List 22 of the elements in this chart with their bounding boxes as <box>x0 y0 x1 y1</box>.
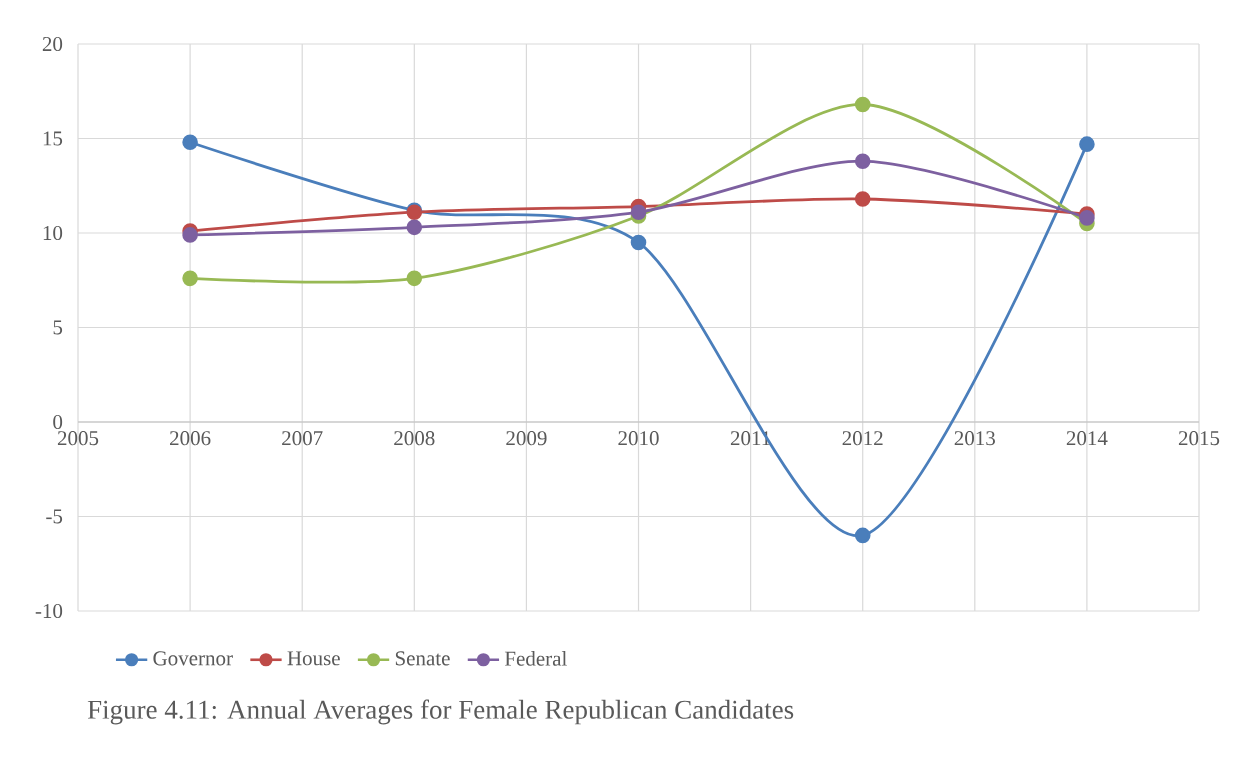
y-tick-label: -10 <box>35 603 63 619</box>
y-tick-label: -5 <box>46 509 63 524</box>
x-tick-label: 2008 <box>394 431 435 446</box>
y-tick-label: 10 <box>43 225 63 241</box>
x-tick-label: 2005 <box>57 431 99 446</box>
legend-label: Federal <box>504 650 567 666</box>
legend-label: House <box>287 651 340 666</box>
x-tick-label: 2010 <box>618 431 659 446</box>
y-tick-label: 0 <box>53 414 63 430</box>
x-tick-label: 2014 <box>1066 431 1108 446</box>
x-tick-label: 2007 <box>282 431 323 446</box>
x-tick-label: 2009 <box>506 431 547 446</box>
x-tick-label: 2006 <box>170 431 211 446</box>
y-tick-label: 15 <box>43 131 63 146</box>
x-tick-label: 2013 <box>954 431 995 446</box>
legend-label: Governor <box>153 651 233 666</box>
x-tick-label: 2015 <box>1178 431 1220 446</box>
y-tick-label: 5 <box>53 320 63 335</box>
y-tick-label: 20 <box>42 36 63 52</box>
legend-label: Senate <box>395 651 450 666</box>
x-tick-label: 2012 <box>842 431 883 446</box>
caption: Figure 4.11: Annual Averages for Female Republican Candidates <box>87 699 794 725</box>
